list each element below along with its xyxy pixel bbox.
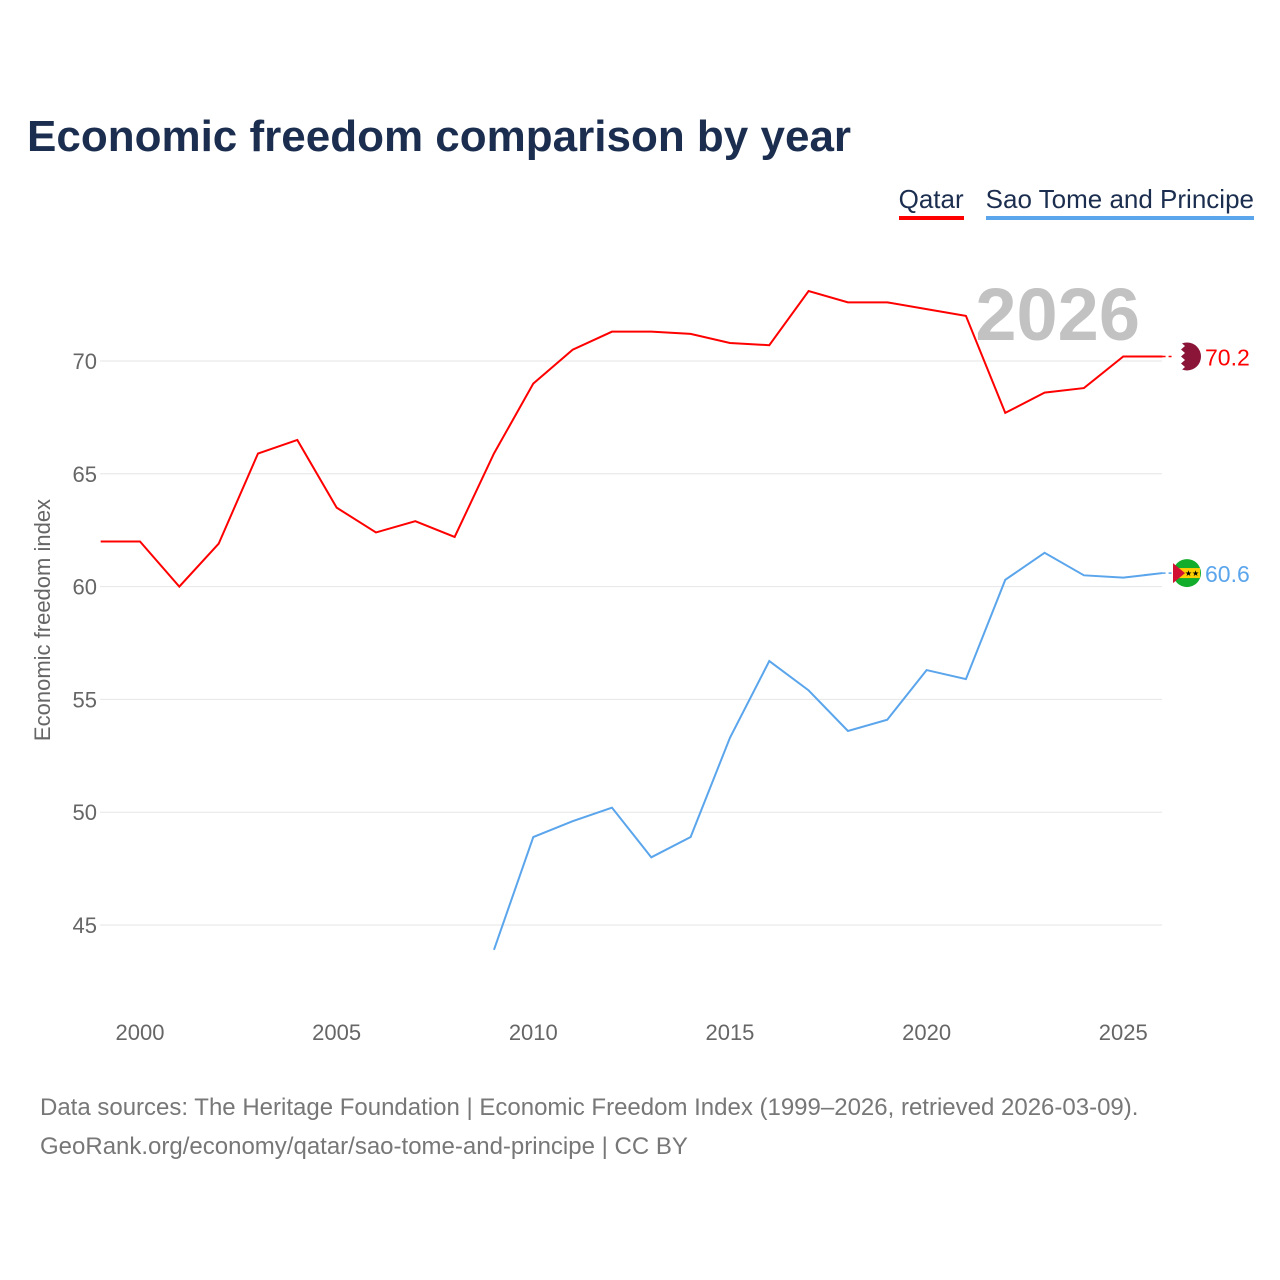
y-tick-label: 70	[73, 349, 97, 374]
series-line-0	[100, 289, 1163, 589]
end-value-label: 60.6	[1205, 561, 1250, 587]
x-tick-label: 2015	[705, 1020, 754, 1045]
y-axis-label: Economic freedom index	[30, 499, 55, 741]
source-line-1: Data sources: The Heritage Foundation | …	[40, 1094, 1139, 1121]
flag-band	[1174, 568, 1200, 579]
year-watermark: 2026	[975, 273, 1140, 356]
x-tick-label: 2025	[1099, 1020, 1148, 1045]
x-tick-label: 2005	[312, 1020, 361, 1045]
flag-stars: ★★	[1185, 569, 1199, 578]
source-line-2[interactable]: GeoRank.org/economy/qatar/sao-tome-and-p…	[40, 1133, 688, 1160]
y-tick-label: 45	[73, 913, 97, 938]
legend-qatar[interactable]: Qatar	[898, 184, 964, 220]
x-tick-label: 2000	[116, 1020, 165, 1045]
flag-triangle	[1173, 563, 1185, 584]
y-tick-label: 60	[73, 575, 97, 600]
qatar-flag-serration	[1173, 342, 1185, 371]
source-note: Data sources: The Heritage Foundation | …	[40, 1088, 1138, 1166]
end-value-label: 70.2	[1205, 344, 1250, 370]
chart-title: Economic freedom comparison by year	[27, 112, 852, 161]
legend-sao-tome[interactable]: Sao Tome and Principe	[985, 184, 1254, 220]
series-line-1	[493, 551, 1163, 951]
legend: Qatar Sao Tome and Principe	[898, 184, 1254, 220]
y-tick-label: 65	[73, 462, 97, 487]
x-tick-label: 2010	[509, 1020, 558, 1045]
x-tick-label: 2020	[902, 1020, 951, 1045]
y-tick-label: 55	[73, 687, 97, 712]
y-tick-label: 50	[73, 800, 97, 825]
